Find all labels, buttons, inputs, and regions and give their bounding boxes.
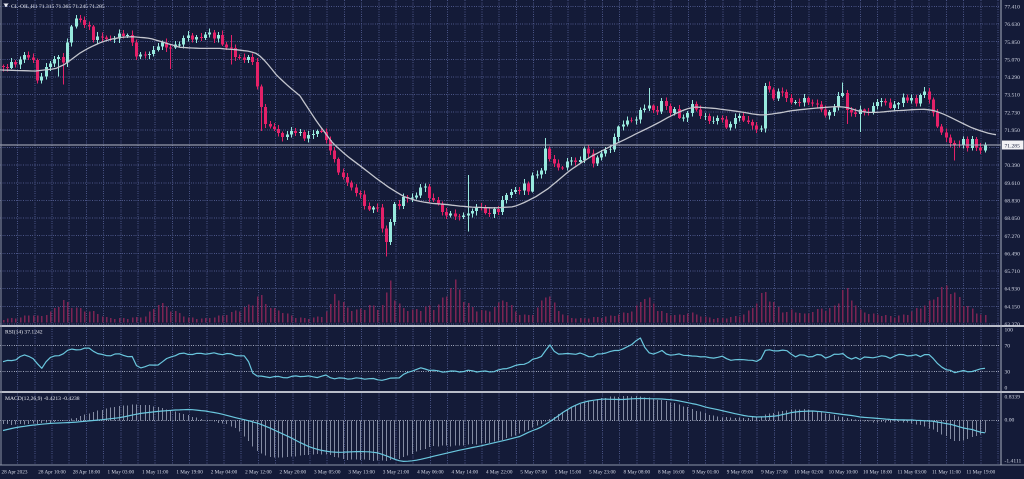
- svg-text:-1.4111: -1.4111: [1005, 459, 1022, 465]
- svg-text:11 May 19:00: 11 May 19:00: [966, 470, 995, 476]
- svg-text:28 Apr 10:00: 28 Apr 10:00: [38, 470, 66, 476]
- svg-text:77.410: 77.410: [1005, 5, 1021, 11]
- svg-text:74.290: 74.290: [1005, 75, 1021, 81]
- svg-text:71.285: 71.285: [1005, 143, 1021, 149]
- svg-text:67.270: 67.270: [1005, 234, 1021, 240]
- svg-text:10 May 02:00: 10 May 02:00: [794, 470, 824, 476]
- svg-text:5 May 23:00: 5 May 23:00: [589, 470, 616, 476]
- svg-text:8 May 16:00: 8 May 16:00: [658, 470, 685, 476]
- svg-text:71.950: 71.950: [1005, 128, 1021, 134]
- svg-text:4 May 22:00: 4 May 22:00: [486, 470, 513, 476]
- svg-text:68.050: 68.050: [1005, 216, 1021, 222]
- svg-text:10 May 18:00: 10 May 18:00: [863, 470, 893, 476]
- svg-text:2 May 12:00: 2 May 12:00: [245, 470, 272, 476]
- svg-text:72.730: 72.730: [1005, 110, 1021, 116]
- svg-text:4 May 06:00: 4 May 06:00: [417, 470, 444, 476]
- svg-text:9 May 01:00: 9 May 01:00: [692, 470, 719, 476]
- svg-text:8 May 08:00: 8 May 08:00: [624, 470, 651, 476]
- svg-text:76.630: 76.630: [1005, 22, 1021, 28]
- svg-text:10 May 10:00: 10 May 10:00: [829, 470, 859, 476]
- svg-text:63.370: 63.370: [1005, 322, 1021, 328]
- svg-text:11 May 11:00: 11 May 11:00: [932, 470, 961, 476]
- svg-text:2 May 04:00: 2 May 04:00: [211, 470, 238, 476]
- svg-text:CL-OIL,H1 71.315 71.365 71.24: CL-OIL,H1 71.315 71.365 71.245 71.285: [11, 4, 105, 10]
- svg-text:64.150: 64.150: [1005, 304, 1021, 310]
- svg-text:5 May 15:00: 5 May 15:00: [555, 470, 582, 476]
- svg-text:3 May 13:00: 3 May 13:00: [348, 470, 375, 476]
- svg-text:0.8339: 0.8339: [1005, 395, 1021, 401]
- svg-text:3 May 21:00: 3 May 21:00: [383, 470, 410, 476]
- svg-text:70: 70: [1005, 344, 1011, 350]
- svg-text:70.390: 70.390: [1005, 163, 1021, 169]
- svg-text:65.710: 65.710: [1005, 269, 1021, 275]
- svg-text:0: 0: [1005, 386, 1008, 392]
- svg-text:64.930: 64.930: [1005, 287, 1021, 293]
- svg-text:RSI(14) 37.1242: RSI(14) 37.1242: [5, 329, 43, 336]
- svg-text:11 May 03:00: 11 May 03:00: [898, 470, 927, 476]
- svg-text:MACD(12,26,9) -0.4213 -0.4238: MACD(12,26,9) -0.4213 -0.4238: [5, 395, 80, 402]
- svg-text:75.070: 75.070: [1005, 57, 1021, 63]
- svg-text:9 May 17:00: 9 May 17:00: [761, 470, 788, 476]
- svg-text:1 May 03:00: 1 May 03:00: [108, 470, 135, 476]
- svg-text:1 May 11:00: 1 May 11:00: [142, 470, 169, 476]
- svg-text:30: 30: [1005, 370, 1011, 376]
- svg-text:3 May 05:00: 3 May 05:00: [314, 470, 341, 476]
- svg-text:66.490: 66.490: [1005, 251, 1021, 257]
- svg-text:100: 100: [1005, 328, 1014, 334]
- svg-text:73.510: 73.510: [1005, 93, 1021, 99]
- svg-text:28 Apr 18:00: 28 Apr 18:00: [73, 470, 101, 476]
- svg-text:0.00: 0.00: [1005, 417, 1015, 423]
- svg-text:68.830: 68.830: [1005, 199, 1021, 205]
- svg-text:9 May 09:00: 9 May 09:00: [727, 470, 754, 476]
- svg-text:2 May 20:00: 2 May 20:00: [280, 470, 307, 476]
- svg-text:5 May 07:00: 5 May 07:00: [520, 470, 547, 476]
- svg-text:69.610: 69.610: [1005, 181, 1021, 187]
- svg-text:4 May 14:00: 4 May 14:00: [452, 470, 479, 476]
- svg-text:75.850: 75.850: [1005, 40, 1021, 46]
- svg-text:1 May 19:00: 1 May 19:00: [176, 470, 203, 476]
- svg-text:28 Apr 2023: 28 Apr 2023: [2, 470, 28, 476]
